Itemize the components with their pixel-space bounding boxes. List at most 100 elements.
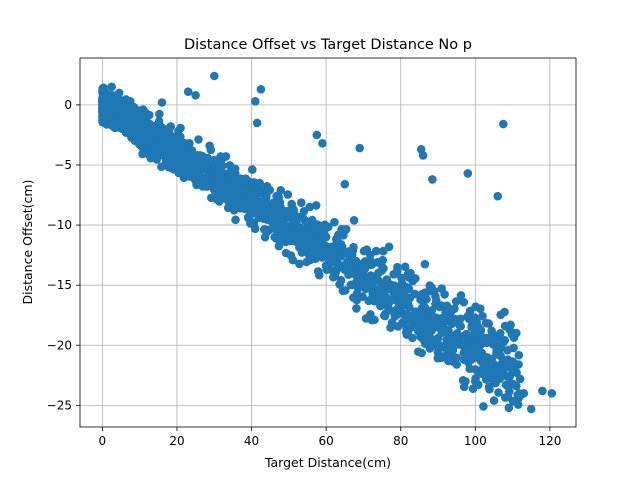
- plot-frame: [79, 57, 577, 428]
- data-point: [311, 201, 321, 210]
- data-point: [216, 156, 226, 165]
- data-point: [176, 143, 185, 153]
- data-point: [519, 389, 529, 398]
- data-point: [482, 333, 491, 343]
- data-point: [497, 372, 506, 381]
- data-point: [117, 121, 126, 130]
- data-point: [221, 182, 230, 191]
- data-point: [135, 118, 144, 128]
- data-point: [305, 202, 315, 212]
- data-point: [168, 139, 178, 148]
- data-point: [355, 143, 365, 153]
- data-point: [310, 232, 320, 242]
- data-point: [428, 175, 437, 184]
- data-point: [336, 251, 346, 261]
- data-point: [313, 267, 323, 276]
- data-point: [501, 393, 510, 402]
- data-point: [437, 284, 447, 293]
- data-point: [194, 135, 203, 144]
- data-point: [514, 350, 524, 360]
- data-point: [114, 88, 124, 98]
- data-point: [456, 291, 466, 300]
- x-tick-label: 0: [99, 434, 107, 448]
- data-point: [277, 216, 286, 225]
- data-point: [485, 385, 494, 394]
- data-point: [479, 402, 488, 411]
- data-point: [274, 241, 284, 251]
- data-point: [206, 167, 215, 177]
- data-point: [389, 270, 398, 279]
- data-point: [370, 288, 379, 297]
- data-point: [493, 191, 503, 201]
- data-point: [212, 195, 221, 204]
- data-point: [417, 303, 427, 313]
- data-point: [381, 280, 391, 290]
- data-point: [202, 182, 212, 191]
- data-point: [489, 396, 499, 405]
- data-point: [297, 198, 306, 207]
- data-point: [321, 244, 331, 254]
- data-point: [411, 307, 420, 316]
- data-point: [195, 163, 204, 172]
- data-point: [378, 255, 388, 265]
- data-point: [157, 134, 167, 143]
- data-point: [292, 237, 301, 247]
- data-point: [501, 380, 511, 390]
- data-point: [321, 232, 331, 242]
- data-point: [374, 268, 383, 278]
- data-point: [464, 314, 474, 324]
- data-point: [249, 178, 259, 187]
- data-point: [187, 146, 197, 155]
- data-point: [344, 256, 353, 266]
- data-point: [228, 179, 238, 189]
- data-point: [452, 336, 462, 345]
- data-point: [155, 109, 164, 119]
- data-point: [335, 280, 344, 289]
- y-tick-label: −10: [47, 218, 72, 232]
- data-point: [492, 344, 501, 353]
- data-point: [467, 355, 477, 364]
- data-point: [344, 247, 353, 256]
- data-point: [144, 150, 153, 159]
- data-point: [288, 218, 297, 227]
- data-point: [347, 268, 357, 278]
- y-tick-label: −25: [47, 398, 72, 412]
- data-point: [418, 151, 428, 160]
- data-point: [252, 118, 262, 128]
- data-point: [417, 289, 427, 299]
- data-point: [410, 289, 420, 299]
- data-point: [474, 350, 484, 360]
- data-point: [210, 175, 219, 184]
- data-point: [284, 228, 294, 237]
- data-point: [236, 196, 245, 206]
- data-point: [366, 271, 376, 280]
- data-point: [448, 345, 458, 355]
- data-point: [526, 404, 536, 414]
- data-point: [471, 377, 480, 386]
- data-point: [359, 246, 369, 256]
- data-point: [463, 345, 473, 355]
- data-point: [312, 130, 322, 140]
- data-point: [299, 235, 309, 244]
- data-point: [310, 224, 319, 234]
- data-point: [433, 333, 443, 343]
- data-point: [254, 213, 264, 223]
- y-axis-label: Distance Offset(cm): [20, 180, 35, 305]
- data-point: [210, 71, 219, 81]
- data-point: [205, 141, 214, 151]
- data-point: [396, 297, 406, 307]
- data-point: [433, 353, 443, 363]
- data-point: [366, 295, 376, 304]
- data-point: [127, 105, 137, 114]
- data-point: [433, 343, 443, 353]
- data-point: [500, 321, 510, 331]
- data-point: [489, 377, 499, 386]
- data-point: [329, 266, 338, 276]
- data-point: [349, 216, 359, 225]
- data-point: [180, 166, 189, 176]
- data-point: [515, 374, 525, 384]
- grid-layer: [80, 58, 576, 427]
- data-point: [262, 199, 271, 208]
- data-point: [224, 170, 234, 179]
- data-point: [340, 264, 350, 273]
